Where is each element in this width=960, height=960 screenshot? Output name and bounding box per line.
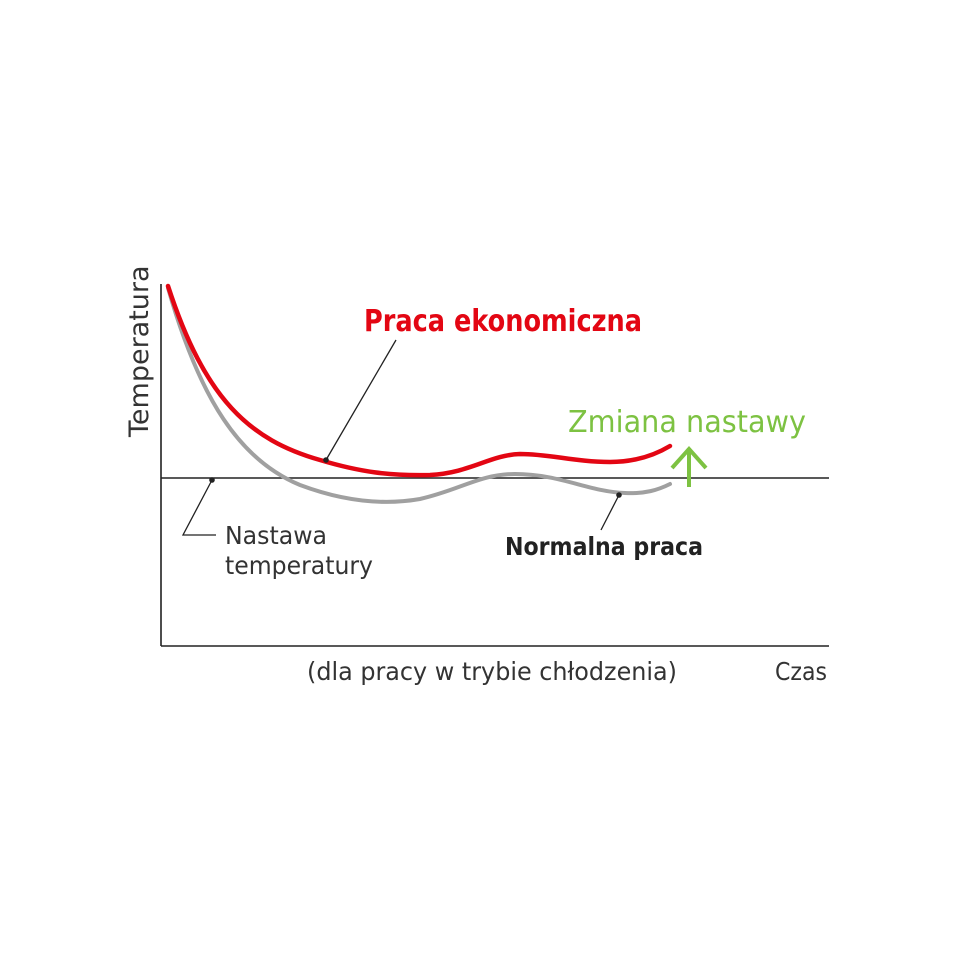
arrow-up-icon [670,446,708,487]
y-axis-label: Temperatura [124,265,155,438]
setpoint-label-line2: temperatury [225,551,373,580]
caption: (dla pracy w trybie chłodzenia) [307,657,677,686]
economy-leader-line [325,339,397,461]
economy-operation-curve [165,283,673,478]
setpoint-leader-dot [209,477,215,483]
normal-mode-label: Normalna praca [505,532,703,561]
normal-leader-line [600,494,620,531]
normal-operation-curve [166,286,672,504]
x-axis-label: Czas [775,657,827,686]
setpoint-leader-line [181,479,216,536]
economy-leader-dot [323,457,329,463]
setpoint-change-label: Zmiana nastawy [568,405,806,440]
economy-mode-label: Praca ekonomiczna [364,304,642,339]
normal-leader-dot [616,492,622,498]
setpoint-label-line1: Nastawa [225,521,327,550]
